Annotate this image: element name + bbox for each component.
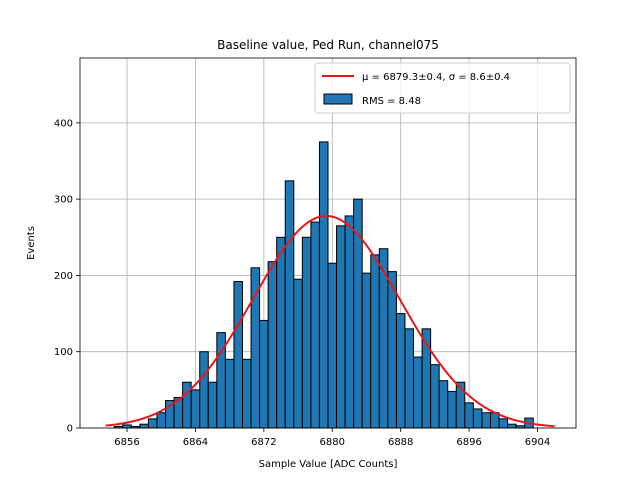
histogram-bar — [190, 389, 201, 429]
histogram-bar — [438, 380, 449, 429]
y-tick-label: 300 — [54, 195, 73, 206]
histogram-bar — [327, 262, 338, 429]
y-axis-ticks: 0 100 200 300 400 — [54, 118, 80, 435]
x-axis-label: Sample Value [ADC Counts] — [259, 459, 398, 470]
histogram-bar — [259, 319, 269, 429]
histogram-bar — [464, 402, 474, 429]
x-tick-label: 6896 — [456, 437, 481, 448]
y-tick-label: 400 — [54, 118, 73, 129]
histogram-bar — [199, 351, 209, 429]
legend-histogram-swatch — [323, 93, 353, 105]
histogram-bar — [241, 358, 252, 429]
histogram-bar — [447, 390, 457, 429]
plot-frame — [79, 57, 577, 429]
histogram-bar — [404, 328, 415, 429]
y-tick-label: 100 — [54, 347, 73, 358]
y-tick-label: 0 — [67, 424, 73, 435]
x-tick-label: 6888 — [388, 437, 413, 448]
histogram-bar — [293, 278, 303, 429]
x-tick-label: 6864 — [183, 437, 208, 448]
histogram-bar — [147, 418, 158, 429]
histogram-bar — [361, 272, 372, 429]
x-axis-ticks: 6856 6864 6872 6880 6888 6896 6904 — [114, 428, 550, 448]
histogram-bar — [344, 215, 355, 429]
histogram-bar — [395, 313, 406, 429]
histogram-bar — [481, 412, 491, 429]
x-tick-label: 6904 — [525, 437, 550, 448]
histogram-bar — [207, 381, 218, 429]
legend-fit-label: μ = 6879.3±0.4, σ = 8.6±0.4 — [362, 72, 510, 83]
histogram-bar — [284, 180, 295, 429]
histogram-bar — [276, 236, 286, 429]
chart-title: Baseline value, Ped Run, channel075 — [217, 38, 439, 52]
histogram-bar — [267, 261, 278, 429]
histogram-bar — [310, 221, 320, 429]
plot-area: 6856 6864 6872 6880 6888 6896 6904 0 100 200 300 4… — [54, 57, 577, 448]
y-tick-label: 200 — [54, 271, 73, 282]
histogram-bar — [122, 424, 132, 429]
histogram-bar — [472, 408, 483, 429]
legend: μ = 6879.3±0.4, σ = 8.6±0.4 RMS = 8.48 — [314, 62, 571, 114]
legend-box — [314, 62, 571, 114]
histogram-bar — [430, 364, 440, 429]
histogram-bar — [233, 281, 243, 429]
histogram-bar — [224, 358, 235, 429]
y-axis-label: Events — [26, 226, 37, 260]
histogram-bar — [498, 418, 509, 429]
x-tick-label: 6880 — [320, 437, 345, 448]
x-tick-label: 6856 — [114, 437, 139, 448]
histogram-bar — [301, 236, 312, 429]
legend-histogram-label: RMS = 8.48 — [362, 96, 421, 107]
gaussian-fit-curve — [105, 214, 555, 428]
histogram-bar — [336, 225, 346, 429]
x-tick-label: 6872 — [251, 437, 276, 448]
histogram-bar — [250, 267, 261, 429]
histogram-bar — [413, 356, 423, 429]
histogram-bar — [156, 412, 167, 429]
histogram-bar — [139, 423, 149, 429]
histogram-bar — [507, 423, 517, 429]
histogram-bar — [387, 271, 397, 429]
histogram-bar — [318, 141, 329, 429]
histogram-bar — [370, 254, 380, 429]
